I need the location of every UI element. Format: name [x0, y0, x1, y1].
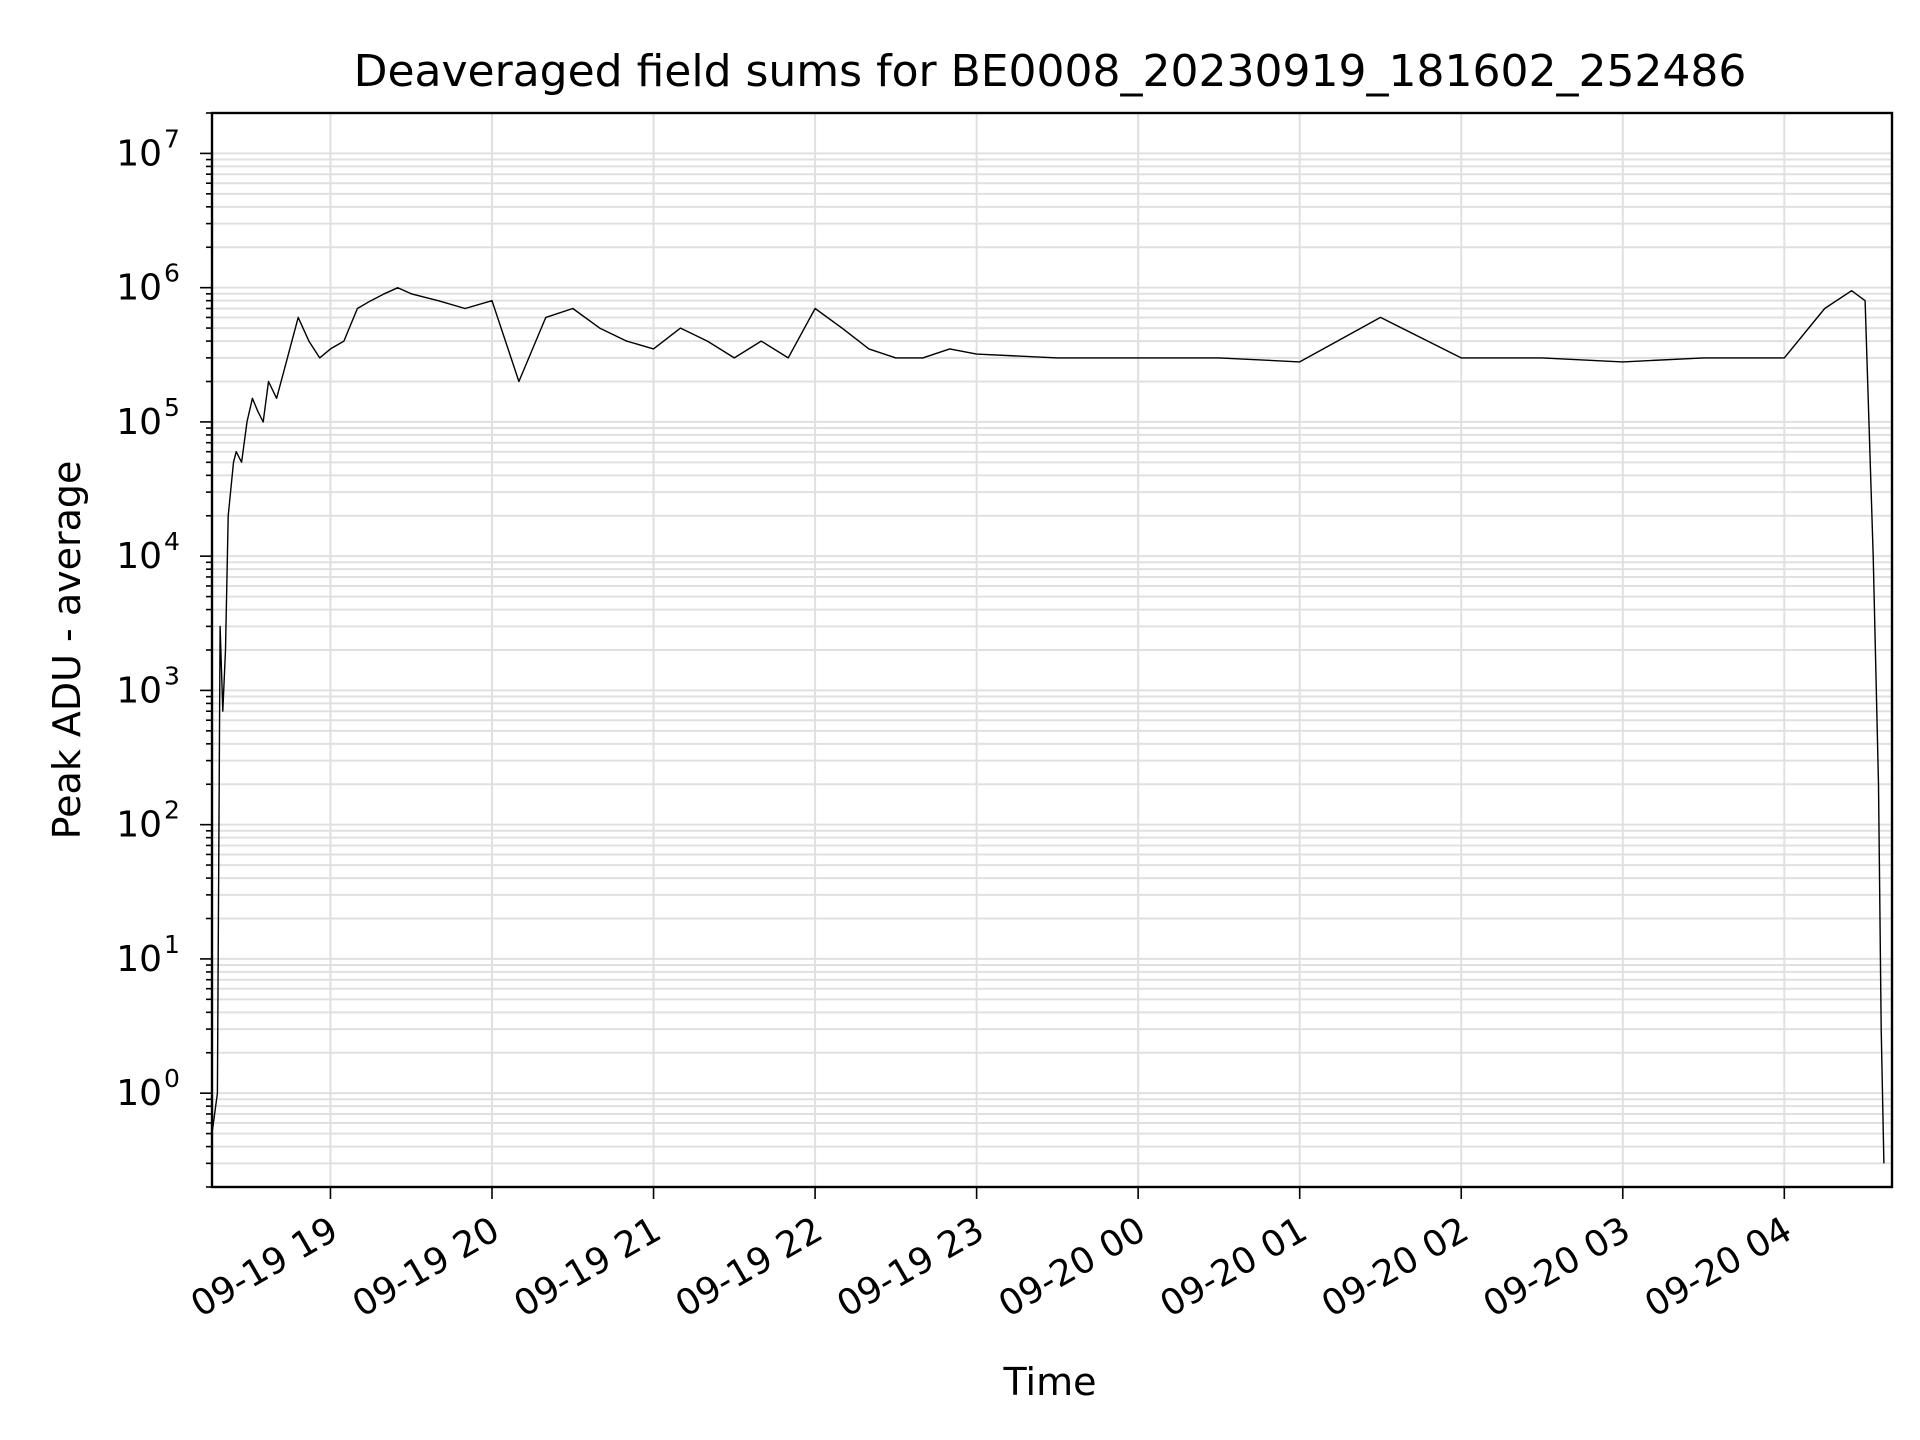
y-tick-label: 10 — [116, 939, 162, 980]
y-tick-label: 10 — [116, 805, 162, 846]
y-tick-label: 10 — [116, 402, 162, 443]
y-tick-label: 10 — [116, 1073, 162, 1114]
y-tick-exponent: 5 — [164, 393, 180, 422]
series-line — [211, 287, 1885, 1164]
y-tick-exponent: 7 — [164, 124, 180, 153]
y-axis-label: Peak ADU - average — [45, 461, 89, 840]
y-tick-label: 10 — [116, 268, 162, 309]
y-tick-label: 10 — [116, 133, 162, 174]
y-tick-exponent: 3 — [164, 661, 180, 690]
y-tick-exponent: 1 — [164, 930, 180, 959]
chart-title: Deaveraged field sums for BE0008_2023091… — [354, 46, 1747, 97]
y-tick-exponent: 2 — [164, 796, 180, 825]
y-tick-exponent: 0 — [164, 1064, 180, 1093]
x-axis-label: Time — [1003, 1360, 1097, 1404]
series-layer — [211, 287, 1885, 1164]
y-tick-exponent: 6 — [164, 259, 180, 288]
y-tick-exponent: 4 — [164, 527, 180, 556]
y-tick-label: 10 — [116, 536, 162, 577]
y-tick-label: 10 — [116, 670, 162, 711]
